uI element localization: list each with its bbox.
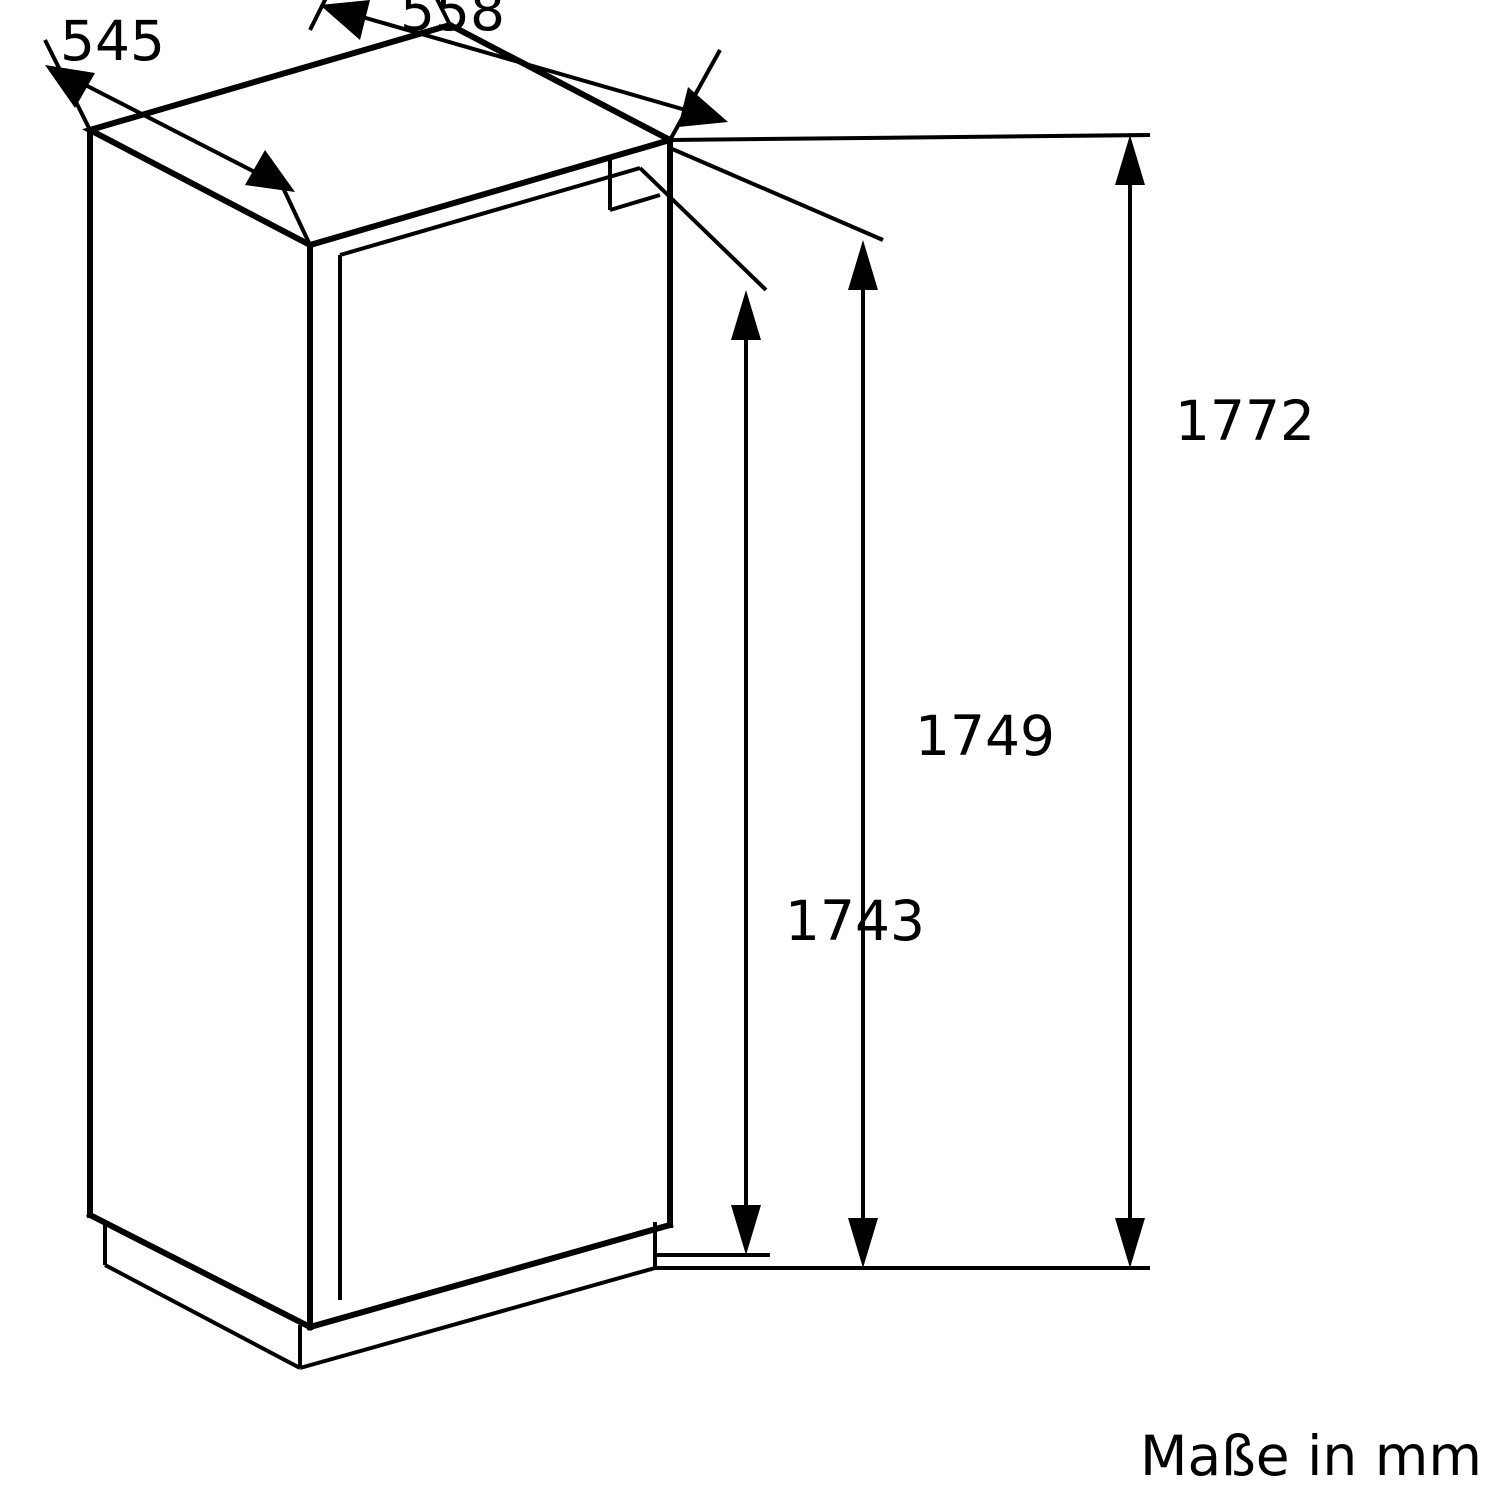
dim-depth-label: 545	[60, 9, 165, 73]
dim-h-mid-label: 1749	[915, 704, 1055, 768]
dim-h-outer-label: 1772	[1175, 389, 1315, 453]
units-caption: Maße in mm	[1140, 1424, 1482, 1488]
dim-width-label: 558	[400, 0, 505, 43]
dimension-drawing: 545 558 1743 1749 1772 Maße in mm	[0, 0, 1500, 1500]
dim-h-inner-label: 1743	[785, 889, 925, 953]
